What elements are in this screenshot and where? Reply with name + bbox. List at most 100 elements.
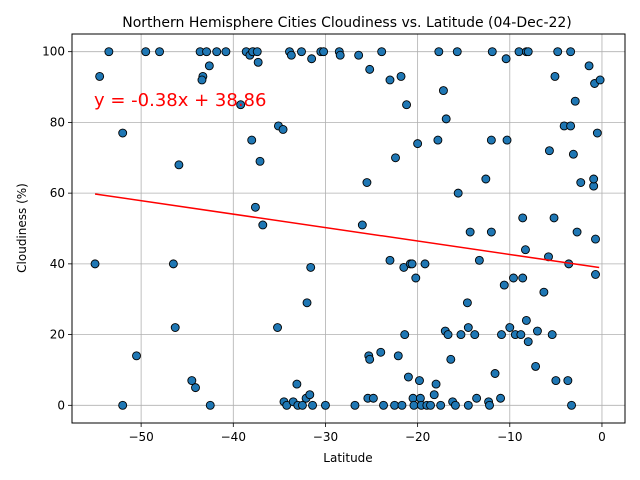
- data-point: [521, 315, 531, 325]
- data-point: [297, 47, 306, 57]
- data-point: [553, 47, 563, 57]
- data-point: [544, 146, 554, 156]
- data-point: [563, 376, 573, 386]
- data-point: [396, 71, 406, 81]
- y-tick-label: 40: [50, 257, 65, 271]
- data-point: [501, 54, 511, 64]
- data-point: [465, 227, 475, 237]
- data-point: [499, 280, 509, 290]
- data-point: [434, 47, 444, 57]
- data-point: [400, 330, 410, 340]
- data-point: [321, 400, 330, 410]
- data-point: [385, 75, 395, 85]
- data-point: [170, 323, 180, 332]
- data-point: [307, 54, 317, 64]
- data-point: [576, 178, 586, 187]
- data-point: [409, 400, 419, 410]
- x-tick-label: 0: [598, 430, 606, 444]
- data-point: [514, 47, 524, 57]
- data-point: [486, 135, 496, 145]
- data-point: [306, 262, 316, 272]
- data-point: [174, 160, 184, 170]
- data-point: [335, 50, 345, 60]
- data-point: [452, 47, 462, 57]
- data-point: [118, 400, 128, 410]
- data-point: [155, 47, 165, 57]
- x-tick-label: −30: [313, 430, 338, 444]
- data-point: [531, 361, 541, 371]
- data-point: [187, 376, 197, 386]
- data-point: [462, 298, 472, 308]
- data-point: [390, 400, 400, 410]
- data-point: [433, 135, 443, 145]
- data-point: [191, 383, 200, 393]
- data-point: [516, 330, 526, 340]
- data-point: [253, 57, 263, 67]
- data-point: [521, 245, 530, 255]
- regression-equation: y = -0.38x + 38.86: [94, 90, 266, 111]
- data-points: [90, 47, 605, 410]
- data-point: [250, 202, 260, 212]
- data-point: [393, 351, 403, 361]
- data-point: [368, 393, 378, 403]
- data-point: [441, 114, 451, 124]
- data-point: [572, 227, 582, 237]
- data-point: [354, 50, 364, 60]
- y-tick-label: 60: [50, 186, 65, 200]
- data-point: [362, 178, 372, 187]
- data-point: [365, 64, 375, 74]
- data-point: [591, 270, 600, 279]
- data-point: [104, 47, 114, 57]
- data-point: [463, 400, 473, 410]
- data-point: [221, 47, 231, 57]
- data-point: [472, 393, 482, 403]
- data-point: [584, 61, 594, 71]
- data-point: [168, 259, 178, 269]
- data-point: [385, 255, 395, 265]
- data-point: [551, 376, 561, 386]
- y-tick-label: 0: [57, 398, 65, 412]
- data-point: [141, 47, 151, 57]
- data-point: [292, 379, 302, 389]
- data-point: [357, 220, 367, 230]
- data-point: [308, 400, 318, 410]
- data-point: [204, 61, 214, 71]
- data-point: [365, 354, 375, 364]
- data-point: [485, 400, 494, 410]
- y-axis-label: Cloudiness (%): [15, 183, 29, 273]
- data-point: [568, 149, 578, 159]
- data-point: [397, 400, 407, 410]
- data-point: [509, 273, 518, 283]
- y-tick-label: 100: [42, 45, 65, 59]
- chart-title: Northern Hemisphere Cities Cloudiness vs…: [122, 15, 572, 31]
- data-point: [431, 379, 441, 389]
- data-point: [470, 330, 480, 340]
- data-point: [286, 50, 296, 60]
- data-point: [426, 400, 435, 410]
- data-point: [474, 255, 484, 265]
- x-axis-label: Latitude: [323, 451, 372, 465]
- grid-lines: [72, 34, 625, 423]
- x-tick-label: −20: [405, 430, 430, 444]
- data-point: [570, 96, 580, 106]
- data-point: [523, 47, 533, 57]
- data-point: [376, 347, 386, 357]
- data-point: [591, 234, 600, 244]
- data-point: [487, 47, 497, 57]
- data-point: [202, 47, 212, 57]
- data-point: [205, 400, 215, 410]
- data-point: [413, 139, 423, 149]
- data-point: [496, 393, 506, 403]
- data-point: [436, 400, 446, 410]
- y-axis-ticks: 0 20 40 60 80 100: [42, 45, 72, 412]
- y-tick-label: 20: [50, 328, 65, 342]
- data-point: [252, 47, 262, 57]
- data-point: [567, 400, 576, 410]
- data-point: [420, 259, 430, 269]
- data-point: [539, 287, 549, 297]
- data-point: [350, 400, 360, 410]
- data-point: [379, 400, 388, 410]
- data-point: [481, 174, 491, 184]
- data-point: [402, 100, 412, 110]
